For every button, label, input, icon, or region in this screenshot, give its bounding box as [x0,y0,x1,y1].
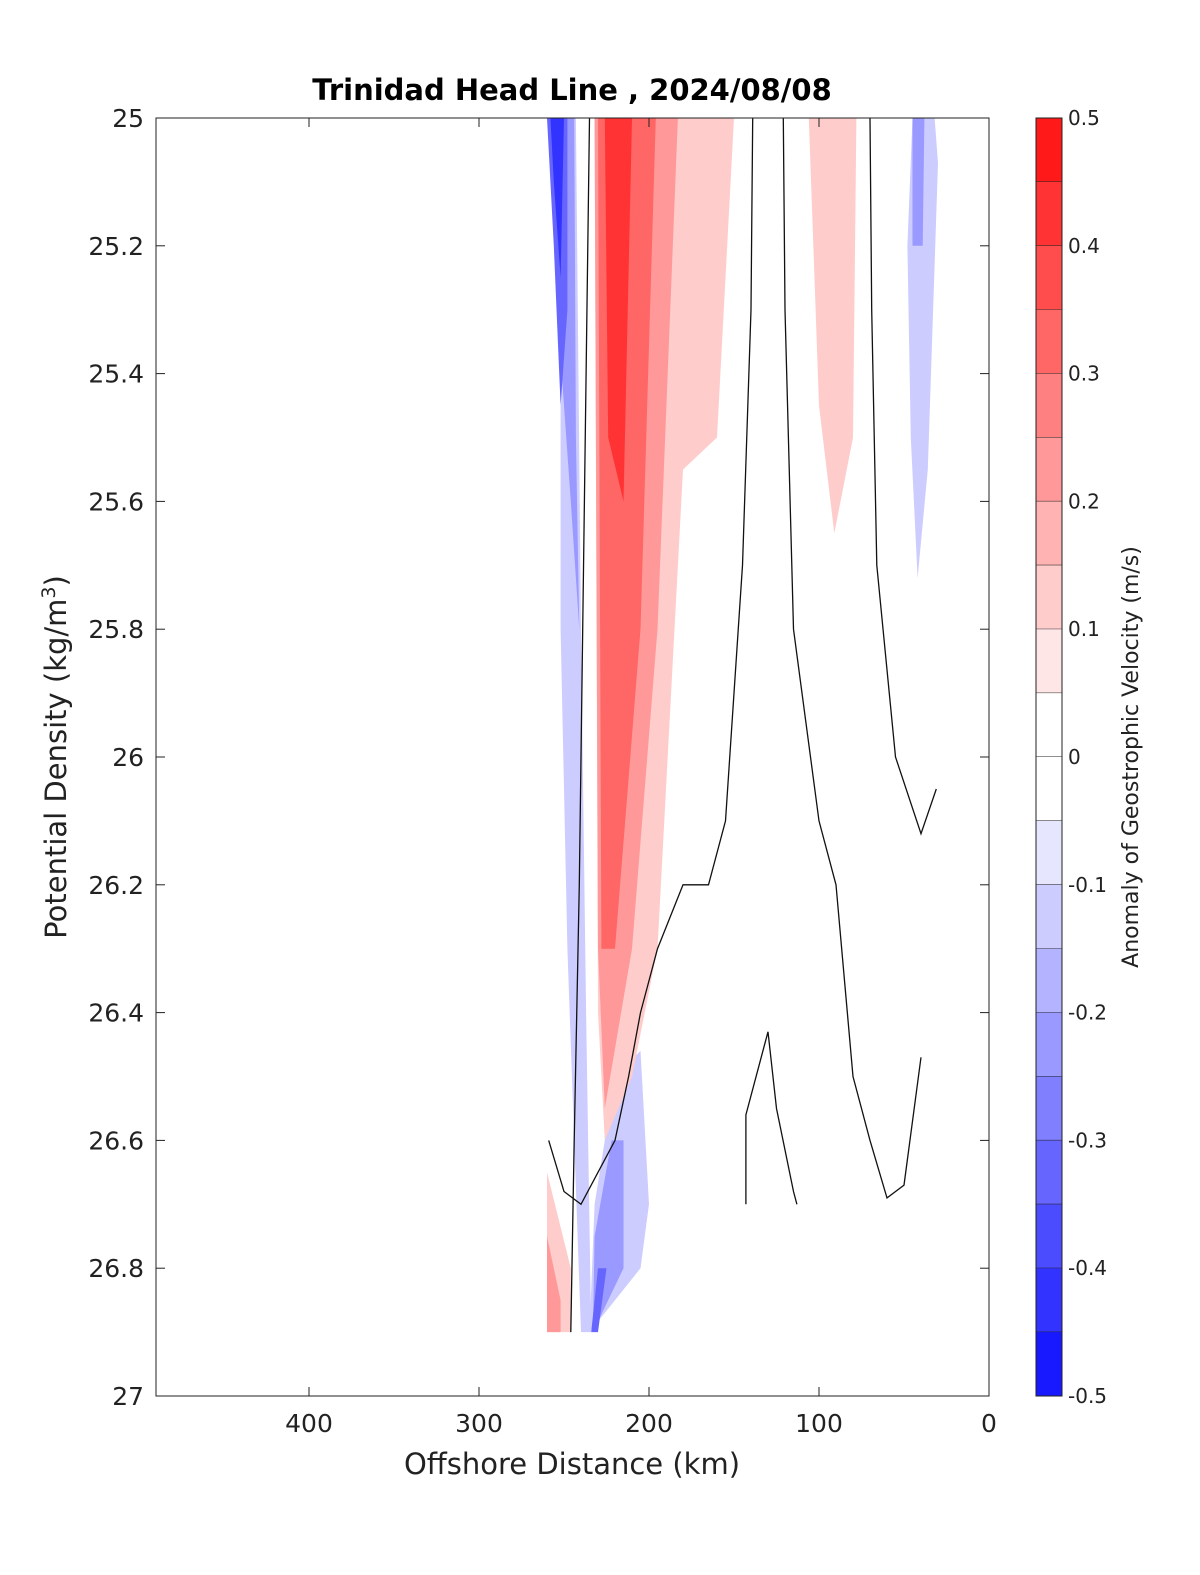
y-tick-label: 26.4 [88,999,144,1028]
velocity-region [547,118,592,1333]
colorbar-tick-label: 0.5 [1068,106,1100,130]
colorbar-tick-label: 0.4 [1068,234,1100,258]
y-tick-label: 26 [112,743,144,772]
colorbar-tick-label: -0.2 [1068,1001,1107,1025]
zero-contour-line [548,117,754,1206]
colorbar-swatch [1036,245,1062,310]
colorbar-swatch [1036,565,1062,630]
x-tick-label: 100 [795,1409,843,1438]
colorbar-tick-label: 0.2 [1068,489,1100,513]
colorbar-swatch [1036,1204,1062,1269]
colorbar-swatch [1036,1012,1062,1077]
x-tick-label: 300 [455,1409,503,1438]
y-axis-ticks: 25 25.2 25.4 25.6 25.8 26 26.2 26.4 26.6 26.8 27 [88,104,989,1411]
colorbar-tick-label: -0.1 [1068,873,1107,897]
y-tick-label: 26.6 [88,1126,144,1155]
velocity-region [550,118,564,278]
colorbar-tick-label: 0.3 [1068,362,1100,386]
colorbar-tick-label: 0 [1068,745,1081,769]
x-tick-label: 0 [981,1409,997,1438]
zero-contour-line [869,117,937,836]
colorbar-swatch [1036,820,1062,885]
velocity-region [808,118,857,534]
colorbar-tick-label: -0.4 [1068,1256,1107,1280]
velocity-region [912,118,925,246]
colorbar-swatch [1036,757,1062,821]
y-tick-label: 25.2 [88,232,144,261]
velocity-fill-layer [547,118,938,1333]
y-tick-label: 27 [112,1382,144,1411]
velocity-region [604,118,632,502]
colorbar-swatch [1036,118,1062,182]
y-tick-label: 25 [112,104,144,133]
colorbar-tick-label: -0.5 [1068,1384,1107,1408]
y-axis-label: Potential Density (kg/m3) [38,575,73,939]
colorbar-label: Anomaly of Geostrophic Velocity (m/s) [1119,546,1144,968]
y-tick-label: 25.4 [88,360,144,389]
x-axis-ticks: 400 300 200 100 0 [285,118,997,1438]
colorbar-swatch [1036,884,1062,949]
colorbar-swatch [1036,181,1062,246]
x-axis-label: Offshore Distance (km) [404,1447,740,1481]
colorbar-swatch [1036,1076,1062,1141]
y-tick-label: 25.6 [88,487,144,516]
zero-contour-line [745,1031,798,1205]
colorbar-swatch [1036,501,1062,566]
colorbar-swatch [1036,373,1062,438]
colorbar [1036,118,1062,1397]
y-tick-label: 25.8 [88,615,144,644]
zero-contour-layer [548,117,937,1333]
colorbar-swatch [1036,1140,1062,1205]
velocity-region [547,1236,561,1333]
x-tick-label: 400 [285,1409,333,1438]
colorbar-swatch [1036,629,1062,694]
velocity-region [591,1268,607,1333]
colorbar-swatch [1036,309,1062,374]
colorbar-swatch [1036,948,1062,1013]
colorbar-swatch [1036,437,1062,502]
y-tick-label: 26.8 [88,1254,144,1283]
colorbar-tick-label: 0.1 [1068,617,1100,641]
chart-title: Trinidad Head Line , 2024/08/08 [312,73,832,107]
colorbar-swatch [1036,693,1062,757]
colorbar-swatch [1036,1268,1062,1333]
zero-contour-line [570,117,591,1333]
colorbar-swatch [1036,1332,1062,1396]
y-tick-label: 26.2 [88,871,144,900]
colorbar-ticks: 0.5 0.4 0.3 0.2 0.1 0 -0.1 -0.2 -0.3 -0.4 -0.5 [1068,106,1107,1408]
colorbar-tick-label: -0.3 [1068,1128,1107,1152]
zero-contour-line [782,117,922,1199]
x-tick-label: 200 [625,1409,673,1438]
colorbar-frame [1035,117,1063,1397]
